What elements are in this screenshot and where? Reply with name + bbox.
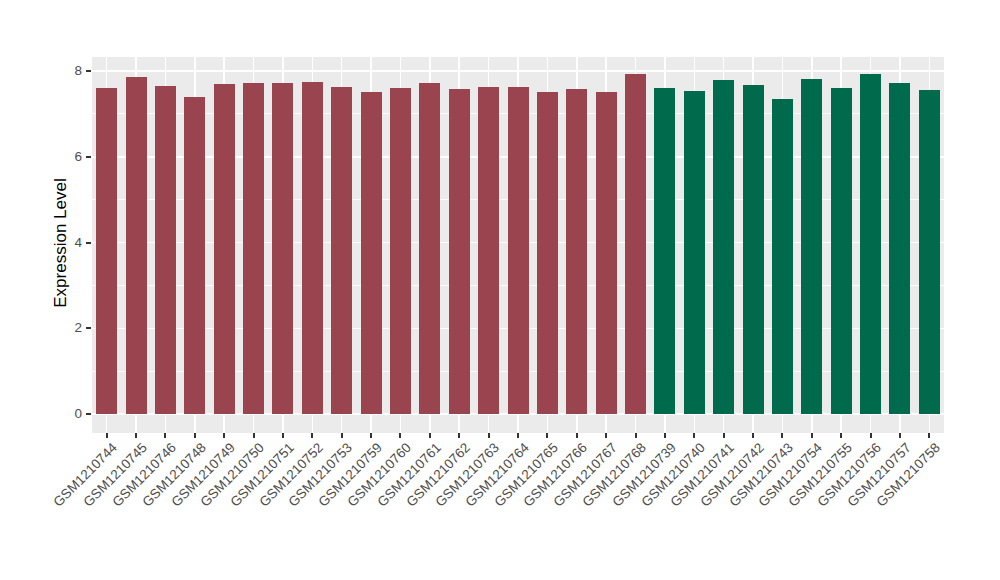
x-tick-mark-GSM1210768 bbox=[635, 433, 637, 438]
x-tick-mark-GSM1210751 bbox=[282, 433, 284, 438]
bar-GSM1210743 bbox=[772, 99, 793, 414]
y-tick-mark-4 bbox=[86, 242, 91, 244]
bar-GSM1210739 bbox=[654, 88, 675, 414]
bar-GSM1210750 bbox=[243, 83, 264, 414]
bar-GSM1210768 bbox=[625, 74, 646, 414]
x-tick-mark-GSM1210750 bbox=[253, 433, 255, 438]
bar-GSM1210754 bbox=[801, 79, 822, 414]
x-tick-mark-GSM1210762 bbox=[458, 433, 460, 438]
x-tick-mark-GSM1210744 bbox=[106, 433, 108, 438]
y-tick-label-8: 8 bbox=[38, 63, 82, 79]
x-tick-mark-GSM1210749 bbox=[223, 433, 225, 438]
x-tick-mark-GSM1210745 bbox=[135, 433, 137, 438]
y-tick-mark-0 bbox=[86, 413, 91, 415]
x-tick-mark-GSM1210743 bbox=[781, 433, 783, 438]
y-tick-label-0: 0 bbox=[38, 406, 82, 422]
expression-bar-chart: Expression Level 02468 GSM1210744GSM1210… bbox=[0, 0, 1000, 580]
y-tick-mark-8 bbox=[86, 70, 91, 72]
x-tick-mark-GSM1210752 bbox=[311, 433, 313, 438]
x-tick-mark-GSM1210756 bbox=[870, 433, 872, 438]
x-tick-mark-GSM1210767 bbox=[605, 433, 607, 438]
bar-GSM1210752 bbox=[302, 82, 323, 414]
bar-GSM1210746 bbox=[155, 86, 176, 414]
x-tick-mark-GSM1210765 bbox=[546, 433, 548, 438]
bar-GSM1210759 bbox=[361, 92, 382, 414]
bar-GSM1210764 bbox=[508, 87, 529, 414]
x-tick-mark-GSM1210742 bbox=[752, 433, 754, 438]
bar-GSM1210765 bbox=[537, 92, 558, 414]
x-tick-mark-GSM1210759 bbox=[370, 433, 372, 438]
bar-GSM1210749 bbox=[214, 84, 235, 414]
y-tick-label-4: 4 bbox=[38, 235, 82, 251]
bar-GSM1210757 bbox=[889, 83, 910, 414]
bar-GSM1210756 bbox=[860, 74, 881, 414]
x-tick-mark-GSM1210748 bbox=[194, 433, 196, 438]
x-tick-mark-GSM1210755 bbox=[840, 433, 842, 438]
x-tick-mark-GSM1210766 bbox=[576, 433, 578, 438]
bar-GSM1210763 bbox=[478, 87, 499, 414]
x-tick-mark-GSM1210746 bbox=[164, 433, 166, 438]
plot-panel bbox=[92, 57, 944, 433]
x-tick-mark-GSM1210764 bbox=[517, 433, 519, 438]
y-tick-mark-2 bbox=[86, 327, 91, 329]
x-tick-mark-GSM1210740 bbox=[693, 433, 695, 438]
bar-GSM1210745 bbox=[126, 77, 147, 414]
bar-GSM1210744 bbox=[96, 88, 117, 414]
bar-GSM1210766 bbox=[566, 89, 587, 414]
bar-GSM1210740 bbox=[684, 91, 705, 414]
x-tick-mark-GSM1210753 bbox=[341, 433, 343, 438]
bar-GSM1210755 bbox=[831, 88, 852, 414]
y-tick-label-2: 2 bbox=[38, 320, 82, 336]
x-tick-mark-GSM1210757 bbox=[899, 433, 901, 438]
bar-GSM1210748 bbox=[184, 97, 205, 414]
x-tick-mark-GSM1210760 bbox=[399, 433, 401, 438]
y-tick-mark-6 bbox=[86, 156, 91, 158]
x-tick-mark-GSM1210758 bbox=[928, 433, 930, 438]
bar-GSM1210758 bbox=[919, 90, 940, 414]
bar-GSM1210742 bbox=[743, 85, 764, 414]
bar-GSM1210761 bbox=[419, 83, 440, 414]
bar-GSM1210741 bbox=[713, 80, 734, 414]
x-tick-mark-GSM1210739 bbox=[664, 433, 666, 438]
bar-GSM1210760 bbox=[390, 88, 411, 414]
x-tick-mark-GSM1210741 bbox=[723, 433, 725, 438]
bar-GSM1210753 bbox=[331, 87, 352, 414]
x-tick-mark-GSM1210754 bbox=[811, 433, 813, 438]
x-tick-mark-GSM1210761 bbox=[429, 433, 431, 438]
bar-GSM1210762 bbox=[449, 89, 470, 414]
bar-GSM1210767 bbox=[596, 92, 617, 414]
bar-GSM1210751 bbox=[272, 83, 293, 414]
y-tick-label-6: 6 bbox=[38, 149, 82, 165]
x-tick-mark-GSM1210763 bbox=[488, 433, 490, 438]
